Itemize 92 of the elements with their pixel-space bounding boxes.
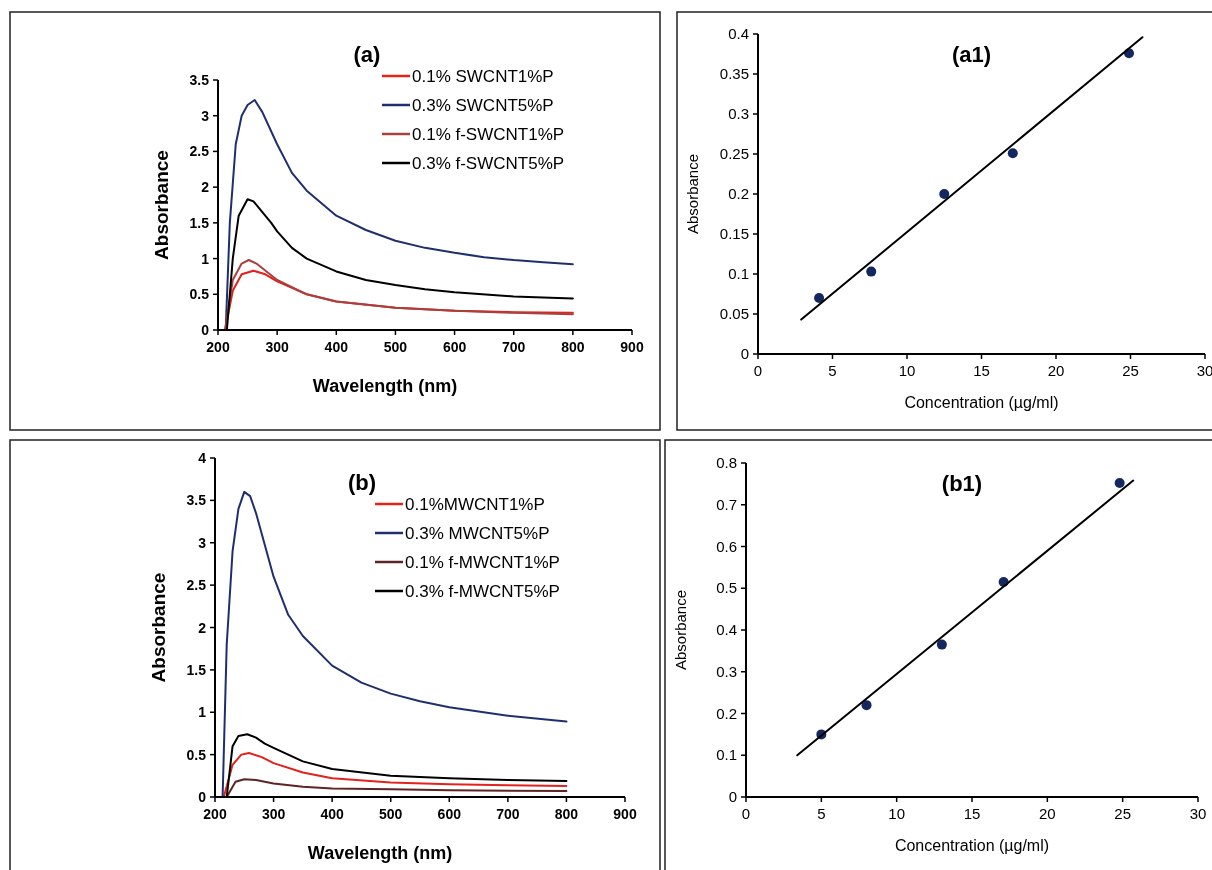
y-tick-label: 0.8 <box>716 454 737 471</box>
y-tick-label: 1 <box>198 704 207 721</box>
y-tick-label: 3.5 <box>186 492 207 509</box>
legend-label: 0.1%MWCNT1%P <box>405 495 545 514</box>
point <box>939 189 950 199</box>
x-tick-label: 30 <box>1189 805 1207 822</box>
point <box>861 700 872 711</box>
y-tick-label: 0 <box>728 788 737 805</box>
x-tick-label: 25 <box>1114 805 1132 822</box>
x-tick-label: 500 <box>379 806 403 822</box>
x-tick-label: 20 <box>1047 362 1065 379</box>
y-tick-label: 0.15 <box>719 225 749 242</box>
y-tick-label: 0.4 <box>728 25 749 42</box>
x-tick-label: 900 <box>613 806 637 822</box>
x-tick-label: 20 <box>1038 805 1056 822</box>
y-tick-label: 0.6 <box>716 537 737 555</box>
x-tick-label: 700 <box>502 339 526 355</box>
y-tick-label: 0.2 <box>728 185 749 202</box>
y-tick-label: 0.3 <box>716 662 737 680</box>
point <box>1007 148 1018 159</box>
x-tick-label: 5 <box>817 805 826 822</box>
x-tick-label: 300 <box>265 339 290 355</box>
y-axis-title: Absorbance <box>148 572 169 683</box>
legend-label: 0.3% MWCNT5%P <box>405 524 550 543</box>
y-tick-label: 0.4 <box>716 621 737 638</box>
y-tick-label: 0.25 <box>719 145 749 162</box>
y-tick-label: 0.2 <box>716 704 737 722</box>
chart-title: (a) <box>353 42 381 67</box>
x-tick-label: 200 <box>203 806 227 822</box>
chart-title: (b1) <box>941 471 983 496</box>
line-series <box>225 778 568 798</box>
text: (b) <box>347 470 377 495</box>
x-axis-title: Wavelength (nm) <box>307 843 453 863</box>
y-tick-label: 2.5 <box>186 577 207 594</box>
y-tick-label: 3 <box>198 534 207 551</box>
x-tick-label: 25 <box>1122 362 1139 379</box>
y-tick-label: 1.5 <box>186 661 207 678</box>
y-tick-label: 1 <box>201 250 210 267</box>
y-tick-label: 0.1 <box>716 746 737 764</box>
point <box>1114 478 1125 489</box>
y-tick-label: 0.7 <box>716 495 737 513</box>
y-tick-label: 0 <box>201 322 210 338</box>
x-tick-label: 900 <box>620 339 644 355</box>
y-tick-label: 2 <box>198 619 207 636</box>
x-tick-label: 10 <box>888 805 906 822</box>
x-tick-label: 400 <box>320 806 345 822</box>
x-axis-title: Concentration (µg/ml) <box>894 837 1050 854</box>
x-tick-label: 0 <box>753 362 763 379</box>
y-tick-label: 2 <box>201 179 210 196</box>
x-axis-title: Wavelength (nm) <box>312 376 458 396</box>
point <box>814 293 825 303</box>
y-tick-label: 4 <box>198 450 207 466</box>
x-tick-label: 600 <box>442 339 467 355</box>
y-tick-label: 0.05 <box>719 305 749 322</box>
y-tick-label: 0.5 <box>189 286 210 303</box>
legend-label: 0.3% SWCNT5%P <box>412 96 554 115</box>
y-tick-label: 0.35 <box>719 65 749 82</box>
x-tick-label: 30 <box>1196 362 1212 379</box>
y-tick-label: 0.5 <box>716 579 737 597</box>
legend-label: 0.1% f-SWCNT1%P <box>412 125 565 144</box>
x-tick-label: 200 <box>206 339 230 355</box>
y-axis-title: Absorbance <box>672 589 689 671</box>
x-tick-label: 10 <box>898 362 916 379</box>
x-tick-label: 600 <box>437 806 462 822</box>
legend-label: 0.1% f-MWCNT1%P <box>405 553 560 572</box>
point <box>936 639 947 650</box>
y-tick-label: 3 <box>201 107 210 124</box>
line-series <box>222 751 568 798</box>
y-tick-label: 2.5 <box>189 143 210 160</box>
x-tick-label: 800 <box>561 339 585 355</box>
x-tick-label: 15 <box>963 805 981 822</box>
x-tick-label: 500 <box>383 339 408 355</box>
y-tick-label: 0.5 <box>186 746 207 763</box>
legend-label: 0.1% SWCNT1%P <box>412 67 554 86</box>
y-axis-title: Absorbance <box>151 150 172 260</box>
y-tick-label: 3.5 <box>189 72 210 88</box>
x-tick-label: 15 <box>973 362 990 379</box>
x-tick-label: 400 <box>324 339 349 355</box>
legend-label: 0.3% f-MWCNT5%P <box>405 582 560 601</box>
y-axis-title: Absorbance <box>684 153 701 235</box>
y-tick-label: 0.1 <box>728 265 749 282</box>
y-tick-label: 0.3 <box>728 105 749 122</box>
x-axis-title: Concentration (µg/ml) <box>904 394 1059 411</box>
y-tick-label: 0 <box>198 789 207 805</box>
y-tick-label: 1.5 <box>189 214 210 231</box>
chart-title: (a1) <box>951 42 992 67</box>
legend-label: 0.3% f-SWCNT5%P <box>412 154 565 173</box>
x-tick-label: 5 <box>828 362 837 379</box>
x-tick-label: 300 <box>261 806 286 822</box>
x-tick-label: 800 <box>554 806 579 822</box>
point <box>866 266 877 277</box>
x-tick-label: 700 <box>496 806 520 822</box>
